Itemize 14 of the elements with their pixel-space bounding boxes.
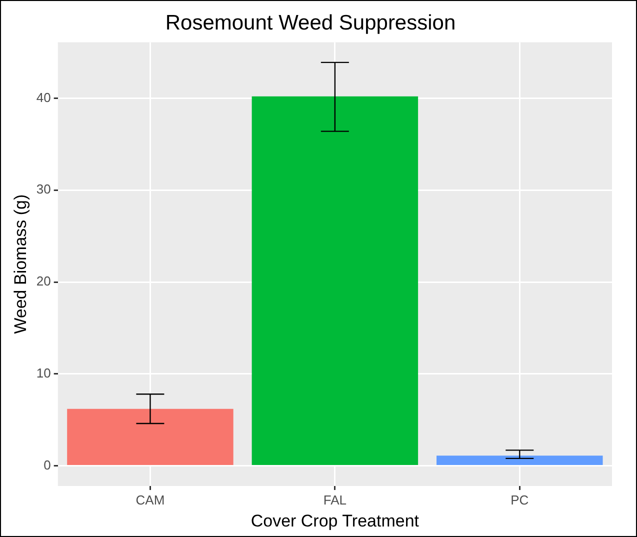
- y-tick-label: 0: [44, 457, 51, 472]
- bar: [67, 408, 234, 466]
- y-axis-title: Weed Biomass (g): [10, 194, 30, 334]
- y-tick-label: 30: [36, 182, 51, 197]
- y-tick-label: 20: [36, 274, 51, 289]
- y-tick-label: 40: [36, 90, 51, 105]
- x-tick-label: PC: [510, 492, 529, 508]
- x-tick-label: CAM: [136, 492, 165, 508]
- bar: [436, 456, 603, 466]
- chart-title: Rosemount Weed Suppression: [165, 11, 456, 34]
- bar: [252, 96, 418, 466]
- y-tick-label: 10: [36, 365, 51, 380]
- x-tick-label: FAL: [323, 492, 346, 508]
- x-axis-title: Cover Crop Treatment: [250, 511, 420, 530]
